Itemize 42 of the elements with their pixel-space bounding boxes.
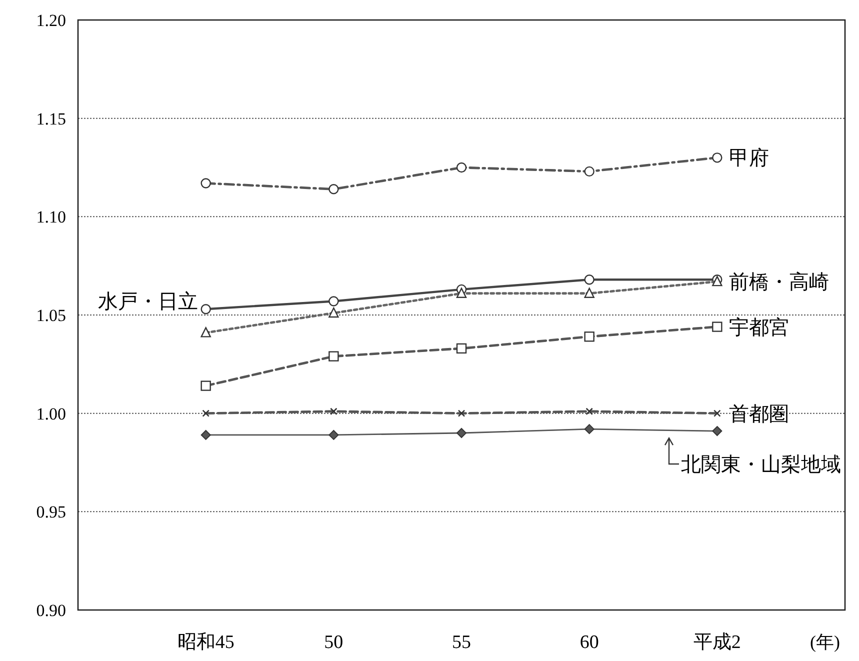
point xyxy=(584,274,594,285)
x-tick-label: 昭和45 xyxy=(177,632,234,653)
series-label: 甲府 xyxy=(729,148,770,170)
x-tick-label: 平成2 xyxy=(693,632,741,653)
x-tick-label: 50 xyxy=(324,632,344,653)
point xyxy=(712,152,722,163)
series-label: 前橋・高崎 xyxy=(729,270,830,294)
point xyxy=(200,430,211,440)
x-tick-label: 55 xyxy=(452,632,471,653)
y-tick-label: 1.20 xyxy=(36,11,66,30)
y-tick-label: 0.90 xyxy=(36,601,66,620)
x-tick-label: 60 xyxy=(580,632,599,653)
point xyxy=(458,410,466,417)
point xyxy=(328,296,339,306)
legend-label: 北関東・山梨地域 xyxy=(681,454,841,476)
point xyxy=(584,332,594,342)
y-tick-label: 1.00 xyxy=(36,404,66,424)
point xyxy=(456,428,466,438)
point xyxy=(712,426,722,436)
point xyxy=(200,380,211,391)
x-axis-title: (年) xyxy=(810,632,840,652)
y-tick-label: 0.95 xyxy=(36,502,66,522)
y-tick-label: 1.10 xyxy=(36,208,66,227)
series-label: 水戸・日立 xyxy=(98,291,198,314)
point xyxy=(586,408,593,416)
series-label: 宇都宮 xyxy=(729,316,790,339)
series-label: 首都圏 xyxy=(729,403,790,426)
point xyxy=(328,184,339,194)
point xyxy=(456,343,467,354)
point xyxy=(328,351,339,362)
y-tick-label: 1.15 xyxy=(36,109,66,128)
point xyxy=(330,408,338,416)
point xyxy=(200,178,211,188)
point xyxy=(712,322,722,332)
point xyxy=(200,304,211,314)
point xyxy=(456,162,467,173)
point xyxy=(584,166,594,177)
point xyxy=(584,424,594,434)
point xyxy=(202,410,210,417)
point xyxy=(328,430,339,440)
y-tick-label: 1.05 xyxy=(36,306,66,325)
point xyxy=(714,410,721,417)
